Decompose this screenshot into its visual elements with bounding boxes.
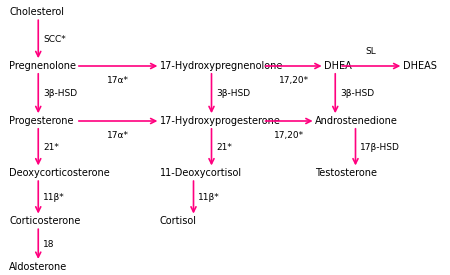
- Text: 3β-HSD: 3β-HSD: [340, 89, 374, 98]
- Text: 21*: 21*: [216, 143, 232, 152]
- Text: 18: 18: [43, 240, 55, 249]
- Text: 17,20*: 17,20*: [279, 76, 309, 86]
- Text: 17β-HSD: 17β-HSD: [360, 143, 400, 152]
- Text: SL: SL: [366, 46, 377, 56]
- Text: DHEA: DHEA: [324, 61, 352, 71]
- Text: Deoxycorticosterone: Deoxycorticosterone: [9, 168, 110, 178]
- Text: Androstenedione: Androstenedione: [315, 116, 398, 126]
- Text: DHEAS: DHEAS: [403, 61, 436, 71]
- Text: 17-Hydroxypregnenolone: 17-Hydroxypregnenolone: [160, 61, 283, 71]
- Text: 21*: 21*: [43, 143, 59, 152]
- Text: 11-Deoxycortisol: 11-Deoxycortisol: [160, 168, 242, 178]
- Text: 17-Hydroxyprogesterone: 17-Hydroxyprogesterone: [160, 116, 281, 126]
- Text: Progesterone: Progesterone: [9, 116, 73, 126]
- Text: Corticosterone: Corticosterone: [9, 216, 81, 226]
- Text: 17α*: 17α*: [107, 76, 129, 86]
- Text: Aldosterone: Aldosterone: [9, 262, 67, 272]
- Text: Cholesterol: Cholesterol: [9, 7, 64, 17]
- Text: Testosterone: Testosterone: [315, 168, 377, 178]
- Text: Pregnenolone: Pregnenolone: [9, 61, 76, 71]
- Text: 17,20*: 17,20*: [274, 131, 304, 141]
- Text: 3β-HSD: 3β-HSD: [216, 89, 251, 98]
- Text: 11β*: 11β*: [43, 193, 65, 202]
- Text: 11β*: 11β*: [198, 193, 220, 202]
- Text: 3β-HSD: 3β-HSD: [43, 89, 77, 98]
- Text: Cortisol: Cortisol: [160, 216, 197, 226]
- Text: 17α*: 17α*: [107, 131, 129, 141]
- Text: SCC*: SCC*: [43, 35, 66, 44]
